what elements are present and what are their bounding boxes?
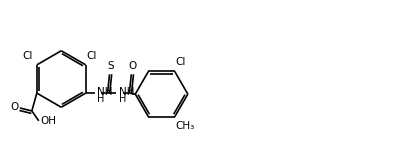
Text: Cl: Cl xyxy=(87,51,97,61)
Text: H: H xyxy=(118,94,126,104)
Text: CH₃: CH₃ xyxy=(176,121,195,131)
Text: NH: NH xyxy=(97,87,113,97)
Text: Cl: Cl xyxy=(22,51,33,61)
Text: OH: OH xyxy=(41,116,57,126)
Text: S: S xyxy=(107,61,114,71)
Text: NH: NH xyxy=(118,87,134,97)
Text: Cl: Cl xyxy=(176,57,186,67)
Text: O: O xyxy=(128,61,136,71)
Text: O: O xyxy=(11,103,19,113)
Text: H: H xyxy=(97,94,105,104)
